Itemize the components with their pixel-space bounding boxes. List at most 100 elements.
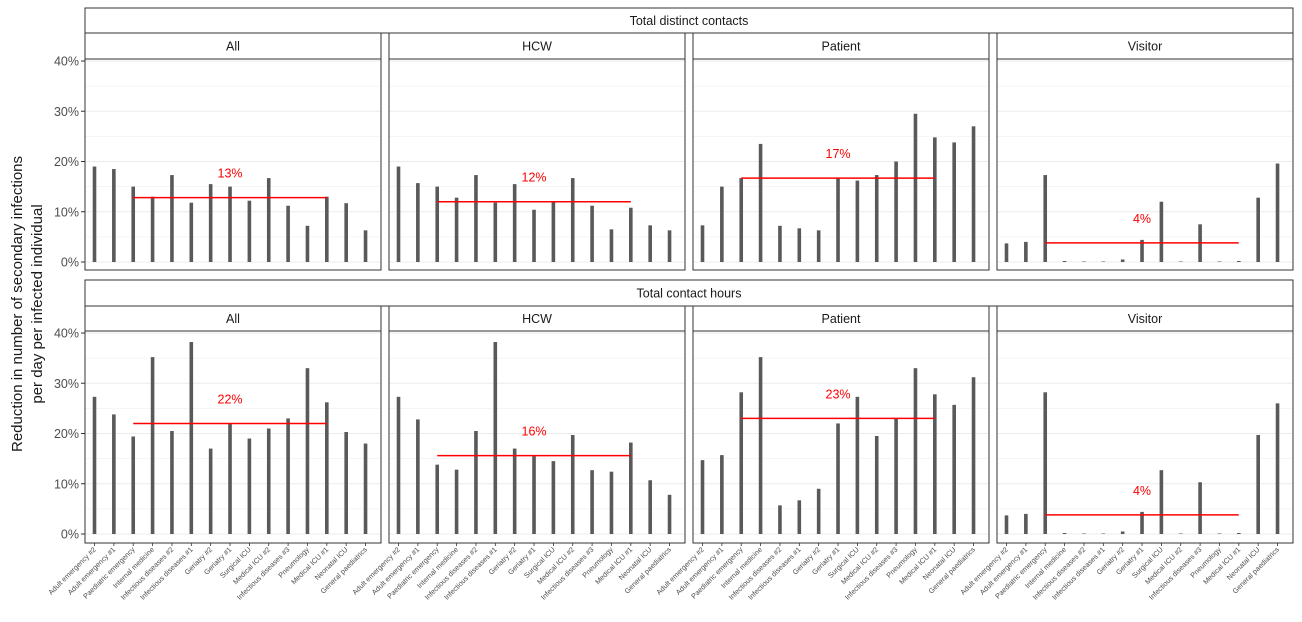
bar — [266, 178, 271, 262]
col-strip-label: Patient — [822, 40, 861, 54]
bar — [474, 175, 478, 262]
bar — [952, 142, 956, 262]
bar — [228, 423, 232, 534]
bar — [758, 357, 763, 534]
col-strip-label: Visitor — [1128, 40, 1163, 54]
bar — [512, 448, 517, 534]
bar — [1004, 243, 1009, 262]
bar — [396, 396, 401, 534]
bar — [648, 225, 652, 262]
bar — [189, 342, 194, 534]
bar — [396, 166, 401, 262]
bar — [286, 205, 290, 262]
col-strip-box — [996, 32, 1294, 60]
bar — [150, 196, 155, 262]
mean-label: 22% — [218, 392, 243, 406]
bar — [325, 196, 329, 262]
panel-frame — [692, 58, 990, 271]
y-tick-label: 40% — [54, 55, 79, 69]
mean-label: 23% — [826, 387, 851, 401]
bar — [344, 203, 348, 262]
bar — [325, 402, 329, 534]
bar — [629, 442, 633, 534]
bar — [228, 186, 232, 262]
row-strip-label: Total contact hours — [637, 287, 742, 301]
bar — [758, 143, 763, 262]
bar — [266, 428, 271, 534]
bar — [933, 394, 937, 534]
y-tick-label: 10% — [54, 477, 79, 491]
bar — [512, 184, 517, 262]
bar — [1217, 261, 1222, 262]
mean-lines-layer: 13% 12% 17% 4% 22% 16% 23% 4% — [133, 147, 1239, 516]
bar — [778, 225, 782, 262]
bar — [797, 228, 802, 262]
y-tick-label: 0% — [61, 256, 79, 270]
bar — [92, 396, 97, 534]
bar — [971, 126, 976, 262]
bar — [836, 178, 840, 262]
col-strip-box — [84, 32, 382, 60]
bar — [493, 202, 498, 262]
bar — [286, 418, 290, 534]
bar — [667, 230, 672, 262]
col-strip-box — [996, 305, 1294, 332]
y-tick-label: 20% — [54, 427, 79, 441]
panel-frame — [84, 58, 382, 271]
bar — [208, 184, 213, 262]
bar — [1043, 392, 1048, 534]
col-strip-box — [388, 32, 686, 60]
bar — [247, 200, 252, 262]
bar — [648, 480, 652, 534]
bar — [170, 175, 174, 262]
mean-label: 16% — [522, 425, 547, 439]
bar — [1140, 511, 1144, 534]
bar — [247, 438, 252, 534]
col-strip-label: All — [226, 40, 240, 54]
row-strip-box — [84, 279, 1294, 307]
bar — [1237, 260, 1241, 262]
bar — [532, 209, 536, 262]
bar — [700, 460, 705, 534]
bar — [150, 357, 155, 534]
col-strip-label: All — [226, 312, 240, 326]
bar — [551, 461, 556, 534]
bar — [1217, 533, 1222, 534]
bar — [1140, 239, 1144, 262]
mean-label: 4% — [1133, 484, 1151, 498]
row-strip-label: Total distinct contacts — [630, 14, 749, 28]
bar — [305, 225, 310, 262]
bar — [816, 230, 821, 262]
bar — [667, 494, 672, 534]
bar — [454, 469, 459, 534]
y-tick-label: 20% — [54, 155, 79, 169]
bar — [1120, 259, 1125, 262]
bars-layer — [92, 113, 1280, 534]
bar — [112, 169, 116, 262]
bar — [739, 392, 744, 534]
bar — [874, 175, 879, 262]
col-strip-label: Visitor — [1128, 312, 1163, 326]
bar — [894, 418, 898, 534]
bar — [1004, 515, 1009, 534]
panel-frame — [388, 58, 686, 271]
bar — [435, 464, 440, 534]
bar — [1178, 261, 1183, 262]
col-strip-box — [388, 305, 686, 332]
col-strip-box — [692, 305, 990, 332]
col-strip-box — [84, 305, 382, 332]
bar — [112, 414, 116, 534]
bar — [1101, 261, 1106, 262]
bar — [344, 431, 348, 534]
bar — [836, 423, 840, 534]
y-tick-label: 10% — [54, 205, 79, 219]
bar — [778, 505, 782, 534]
bar — [874, 436, 879, 534]
bar — [305, 368, 310, 534]
bar — [551, 201, 556, 262]
bar — [629, 207, 633, 262]
bar — [363, 230, 368, 262]
panel-frame — [996, 58, 1294, 271]
bar — [1062, 260, 1067, 262]
